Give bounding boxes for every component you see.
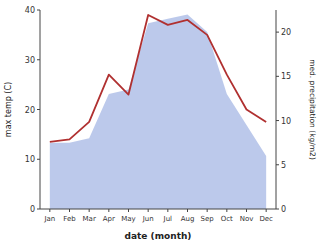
y2-tick-label: 15 (281, 72, 291, 81)
y-axis-title: max temp (C) (4, 82, 13, 137)
y-tick-label: 10 (25, 155, 35, 164)
x-tick (246, 209, 247, 212)
x-axis-title: date (month) (125, 231, 192, 241)
chart: 0 10 20 30 40 0 5 10 15 20 Jan Feb Mar Apr May Jun Jul Au… (0, 0, 318, 247)
x-tick-label: Oct (221, 215, 233, 223)
x-tick-label: Dec (259, 215, 273, 223)
line (50, 15, 266, 142)
x-axis-line (40, 209, 276, 210)
x-tick-label: Feb (63, 215, 76, 223)
x-tick (108, 209, 109, 212)
x-tick-label: Aug (181, 215, 195, 223)
y2-tick (276, 32, 279, 33)
y2-tick (276, 209, 279, 210)
plot-area (50, 14, 266, 209)
y-tick (37, 159, 40, 160)
y2-tick-label: 20 (281, 28, 291, 37)
x-tick (148, 209, 149, 212)
y-tick (37, 59, 40, 60)
y2-tick (276, 164, 279, 165)
x-tick (89, 209, 90, 212)
y2-tick-label: 0 (281, 205, 286, 214)
x-tick (226, 209, 227, 212)
y2-tick (276, 120, 279, 121)
x-tick-label: Nov (240, 215, 254, 223)
x-tick-label: May (121, 215, 135, 223)
x-tick (187, 209, 188, 212)
x-tick-label: Mar (83, 215, 96, 223)
y-tick (37, 209, 40, 210)
y-tick-label: 40 (25, 6, 35, 15)
x-tick (207, 209, 208, 212)
x-tick (69, 209, 70, 212)
x-tick-label: Jun (142, 215, 154, 223)
y2-axis-line (276, 10, 277, 209)
y-tick (37, 109, 40, 110)
x-tick-label: Sep (201, 215, 215, 223)
y2-tick (276, 76, 279, 77)
y-tick (37, 10, 40, 11)
x-tick-label: Jan (43, 215, 55, 223)
area (50, 14, 266, 209)
y2-axis-title: med. precipitation (kg/m2) (308, 59, 317, 160)
y-tick-label: 0 (30, 205, 35, 214)
y2-tick-label: 10 (281, 117, 291, 126)
y-tick-label: 30 (25, 56, 35, 65)
x-tick-label: Apr (103, 215, 115, 223)
x-tick-label: Jul (163, 215, 173, 223)
x-tick (128, 209, 129, 212)
x-tick (266, 209, 267, 212)
x-tick (167, 209, 168, 212)
y-tick-label: 20 (25, 106, 35, 115)
y2-tick-label: 5 (281, 161, 286, 170)
x-tick (49, 209, 50, 212)
